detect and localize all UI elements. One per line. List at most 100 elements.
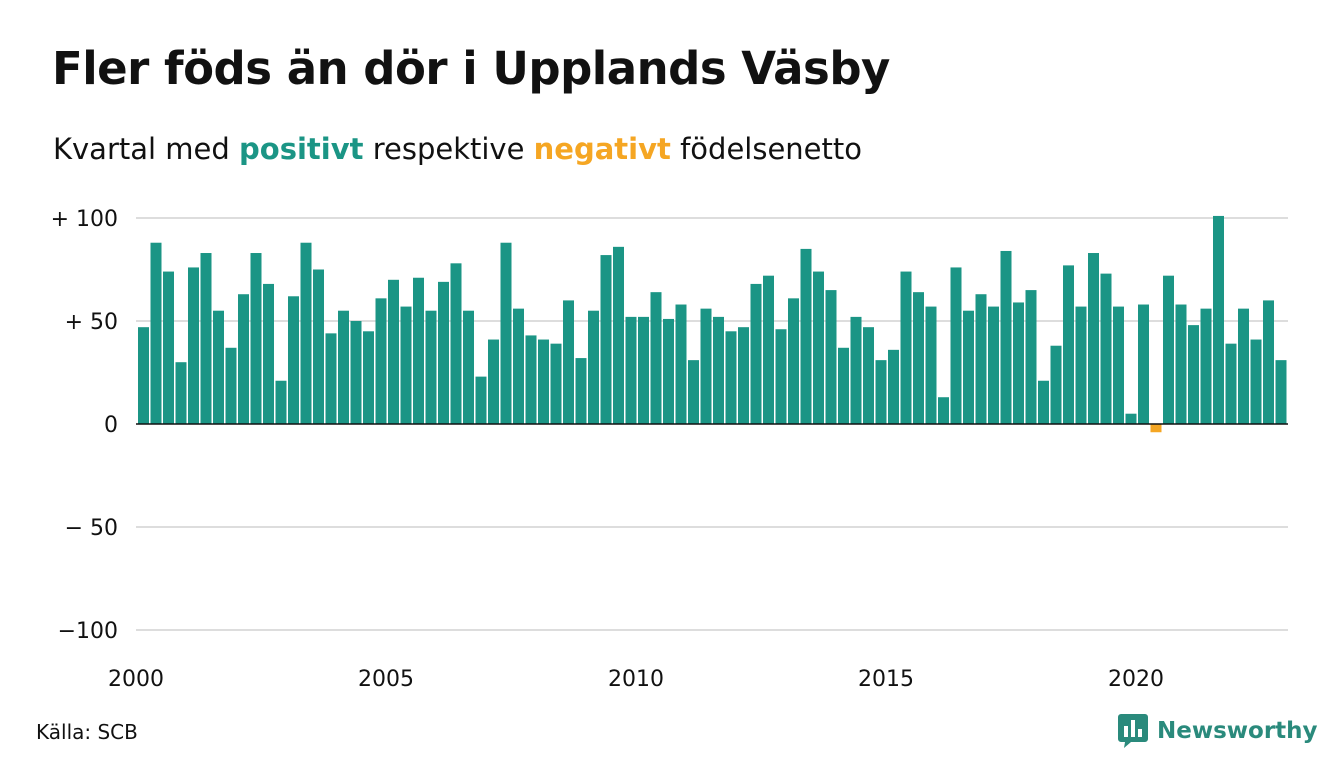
bar bbox=[163, 271, 174, 424]
bars bbox=[138, 215, 1287, 433]
newsworthy-logo-icon bbox=[1118, 714, 1148, 748]
bar bbox=[388, 279, 399, 424]
bar bbox=[813, 271, 824, 424]
bar bbox=[1213, 215, 1224, 424]
bar bbox=[550, 343, 562, 424]
bar bbox=[1200, 308, 1212, 424]
bar bbox=[363, 331, 374, 424]
bar bbox=[650, 292, 662, 424]
bar bbox=[275, 380, 287, 424]
bar bbox=[625, 316, 637, 424]
chart-subtitle: Kvartal med positivt respektive negativt… bbox=[53, 132, 862, 166]
source-note: Källa: SCB bbox=[36, 720, 138, 744]
bar bbox=[788, 298, 799, 424]
subtitle-negative-label: negativt bbox=[533, 132, 671, 166]
bar bbox=[600, 255, 612, 424]
bar bbox=[963, 310, 974, 424]
bar bbox=[525, 335, 537, 424]
bar bbox=[413, 277, 424, 424]
bar bbox=[1088, 253, 1099, 424]
bar bbox=[225, 347, 237, 424]
bar bbox=[188, 267, 199, 424]
bar bbox=[213, 310, 224, 424]
bar bbox=[350, 321, 362, 424]
bar bbox=[725, 331, 737, 424]
bar bbox=[463, 310, 474, 424]
bar bbox=[738, 327, 749, 424]
bar bbox=[263, 283, 274, 424]
bar bbox=[1263, 300, 1274, 424]
bar bbox=[325, 333, 337, 424]
bar bbox=[1163, 275, 1174, 424]
bar bbox=[563, 300, 574, 424]
bar bbox=[900, 271, 912, 424]
bar bbox=[175, 362, 187, 424]
bar bbox=[400, 306, 412, 424]
bar bbox=[375, 298, 387, 424]
bar bbox=[1075, 306, 1087, 424]
bar bbox=[913, 292, 924, 424]
bar bbox=[988, 306, 999, 424]
bar bbox=[1275, 360, 1287, 424]
bar bbox=[513, 308, 524, 424]
bar bbox=[875, 360, 887, 424]
bar bbox=[138, 327, 149, 424]
bar bbox=[700, 308, 712, 424]
bar bbox=[1138, 304, 1149, 424]
bar bbox=[238, 294, 249, 424]
x-tick-label: 2015 bbox=[858, 667, 914, 692]
bar bbox=[838, 347, 849, 424]
bar bbox=[825, 290, 837, 424]
bar bbox=[150, 242, 162, 424]
bar bbox=[475, 376, 487, 424]
y-tick-label: + 100 bbox=[51, 207, 118, 232]
bar bbox=[663, 318, 674, 424]
bar bbox=[888, 349, 899, 424]
y-tick-label: − 50 bbox=[65, 516, 118, 541]
bar bbox=[313, 269, 324, 424]
subtitle-text-post: födelsenetto bbox=[680, 132, 862, 166]
x-tick-label: 2020 bbox=[1108, 667, 1164, 692]
bar bbox=[250, 253, 262, 424]
bar-chart: + 100 + 50 0 − 50 −100 2000 2005 2010 2015 2020 bbox=[51, 207, 1288, 692]
subtitle-text-mid: respektive bbox=[372, 132, 525, 166]
bar bbox=[1063, 265, 1074, 424]
bar bbox=[613, 246, 624, 424]
bar bbox=[850, 316, 862, 424]
bar bbox=[1150, 424, 1162, 433]
bar bbox=[1100, 273, 1112, 424]
bar bbox=[688, 360, 699, 424]
bar bbox=[500, 242, 512, 424]
bar bbox=[300, 242, 312, 424]
y-tick-label: 0 bbox=[104, 413, 118, 438]
bar bbox=[288, 296, 299, 424]
y-tick-label: −100 bbox=[58, 619, 118, 644]
bar bbox=[763, 275, 774, 424]
y-tick-label: + 50 bbox=[65, 310, 118, 335]
bar bbox=[1238, 308, 1249, 424]
x-tick-label: 2005 bbox=[358, 667, 414, 692]
bar bbox=[800, 248, 812, 424]
subtitle-text-pre: Kvartal med bbox=[53, 132, 230, 166]
bar bbox=[1025, 290, 1037, 424]
x-tick-label: 2000 bbox=[108, 667, 164, 692]
bar bbox=[750, 283, 762, 424]
bar bbox=[425, 310, 437, 424]
bar bbox=[438, 281, 449, 424]
bar bbox=[338, 310, 349, 424]
bar bbox=[488, 339, 499, 424]
bar bbox=[1050, 345, 1062, 424]
bar bbox=[1250, 339, 1262, 424]
bar bbox=[538, 339, 549, 424]
bar bbox=[975, 294, 987, 424]
x-tick-label: 2010 bbox=[608, 667, 664, 692]
bar bbox=[1188, 325, 1199, 424]
bar bbox=[1175, 304, 1187, 424]
axes: + 100 + 50 0 − 50 −100 2000 2005 2010 2015 2020 bbox=[51, 207, 1288, 692]
bar bbox=[1225, 343, 1237, 424]
gridlines bbox=[136, 217, 1288, 631]
bar bbox=[925, 306, 937, 424]
bar bbox=[200, 253, 212, 424]
bar bbox=[1038, 380, 1049, 424]
bar bbox=[775, 329, 787, 424]
